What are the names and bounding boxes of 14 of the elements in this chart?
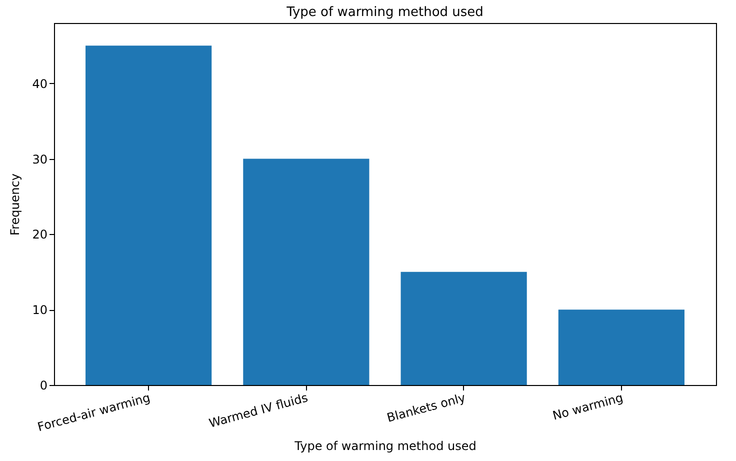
y-tick-label: 10 xyxy=(32,303,48,318)
x-axis-title: Type of warming method used xyxy=(294,439,476,454)
x-tick-label: No warming xyxy=(551,390,625,423)
y-tick-label: 0 xyxy=(40,378,48,392)
bar xyxy=(243,158,370,385)
y-tick-label: 30 xyxy=(32,152,48,166)
bar xyxy=(558,310,684,385)
y-tick-label: 40 xyxy=(32,76,48,91)
chart-title: Type of warming method used xyxy=(286,5,484,20)
y-tick-label: 20 xyxy=(32,228,48,242)
bar xyxy=(86,46,212,385)
x-tick-label: Blankets only xyxy=(385,390,467,425)
bar xyxy=(400,272,527,385)
y-axis-title: Frequency xyxy=(8,174,22,236)
